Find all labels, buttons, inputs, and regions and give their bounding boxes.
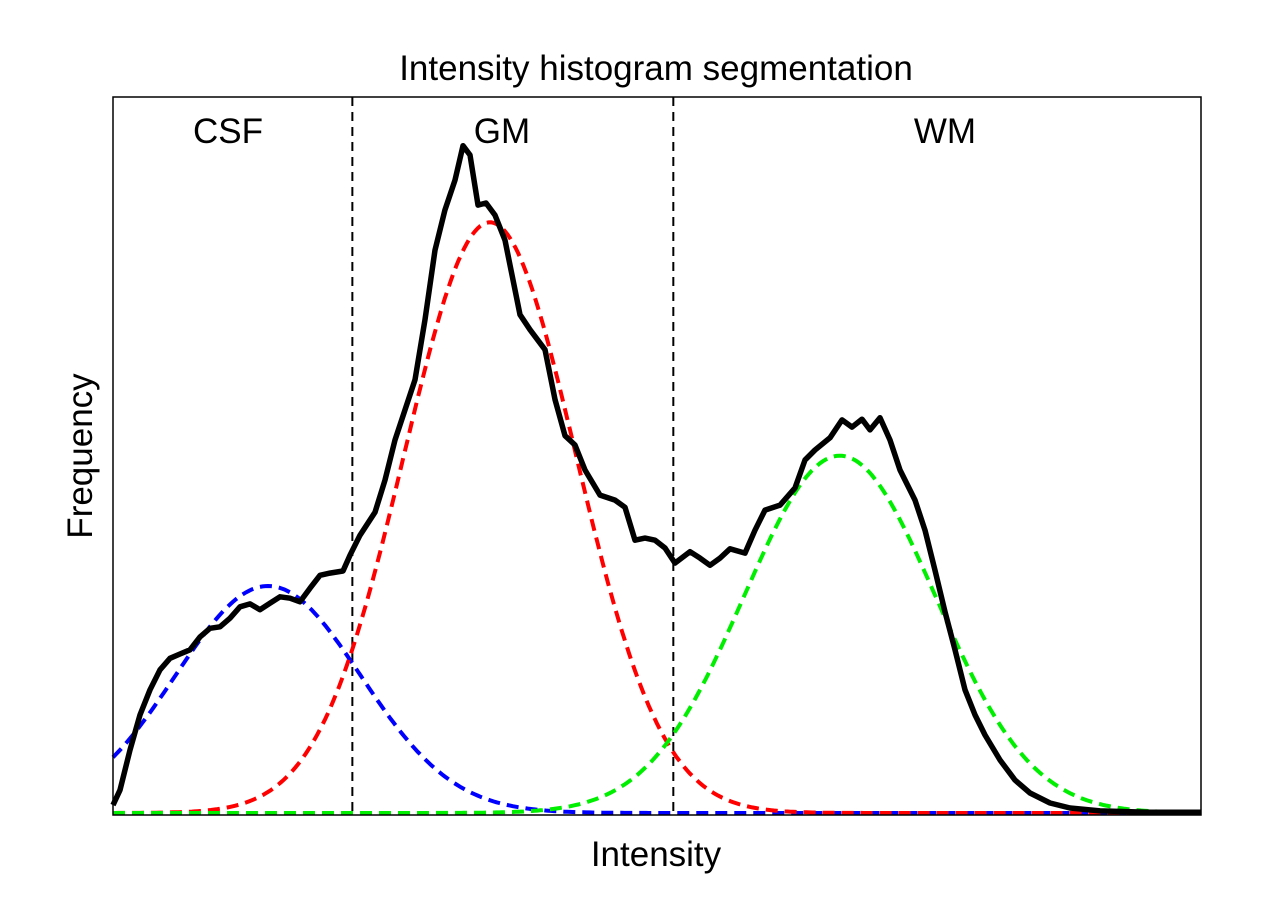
chart-title: Intensity histogram segmentation bbox=[399, 49, 913, 88]
histogram-line bbox=[110, 142, 1201, 816]
plot-area bbox=[110, 97, 1201, 816]
region-label-gm: GM bbox=[474, 112, 530, 151]
y-axis-label: Frequency bbox=[61, 373, 100, 539]
x-axis-label: Intensity bbox=[591, 835, 722, 874]
plot-frame bbox=[112, 96, 1202, 816]
region-label-csf: CSF bbox=[193, 112, 263, 151]
gaussian-csf bbox=[111, 583, 1201, 815]
gaussian-gm bbox=[113, 220, 1201, 815]
gaussian-wm bbox=[113, 453, 1201, 815]
region-label-wm: WM bbox=[914, 112, 976, 151]
